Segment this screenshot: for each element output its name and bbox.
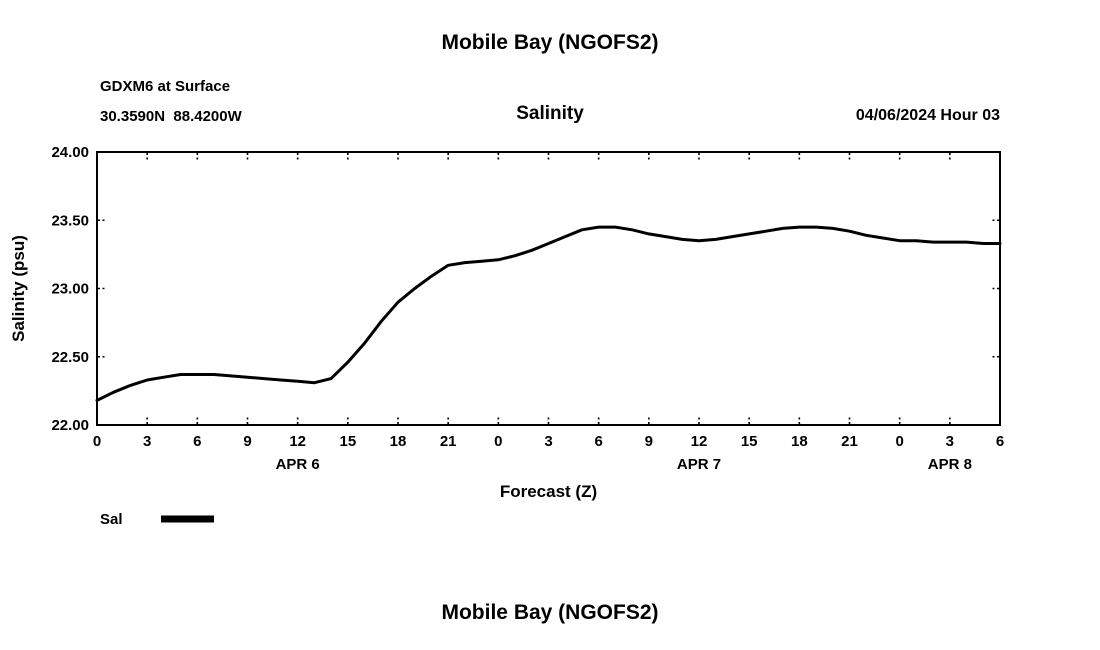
station-label: GDXM6 at Surface: [100, 78, 231, 95]
forecast-run-time: 04/06/2024 Hour 03: [855, 107, 1000, 124]
x-tick-label: 21: [841, 433, 858, 450]
x-tick-label: 18: [791, 433, 808, 450]
x-tick-label: 15: [741, 433, 758, 450]
chart-title: Salinity: [516, 103, 584, 124]
date-label: APR 7: [677, 456, 721, 473]
x-tick-label: 3: [143, 433, 151, 450]
y-tick-label: 22.00: [51, 417, 89, 434]
x-tick-label: 18: [390, 433, 407, 450]
coordinates-label: 30.3590N 88.4200W: [100, 108, 242, 125]
plot-border: [96, 151, 1001, 426]
x-tick-label: 12: [289, 433, 306, 450]
salinity-line: [95, 225, 1002, 402]
y-tick-label: 23.00: [51, 281, 89, 298]
x-tick-label: 12: [691, 433, 708, 450]
x-tick-label: 6: [594, 433, 602, 450]
page-title: Mobile Bay (NGOFS2): [441, 31, 659, 54]
date-label: APR 8: [928, 456, 972, 473]
next-chart-title: Mobile Bay (NGOFS2): [441, 601, 659, 624]
x-tick-label: 3: [544, 433, 552, 450]
y-tick-label: 24.00: [51, 144, 89, 161]
x-tick-label: 15: [339, 433, 356, 450]
y-tick-label: 22.50: [51, 349, 89, 366]
x-tick-label: 6: [193, 433, 201, 450]
date-label: APR 6: [276, 456, 320, 473]
x-tick-label: 0: [93, 433, 101, 450]
x-axis-title: Forecast (Z): [500, 482, 597, 501]
x-tick-label: 3: [946, 433, 954, 450]
y-axis-title: Salinity (psu): [9, 235, 28, 342]
x-tick-label: 21: [440, 433, 457, 450]
salinity-line-chart: 0 3 6 9 12 15 18 21 0 3 6 9 12 15 18 21 0 3 6 22.00 22.50 23.…: [9, 144, 1004, 528]
x-tick-label: 9: [243, 433, 251, 450]
x-tick-label: 0: [895, 433, 903, 450]
x-tick-label: 9: [645, 433, 653, 450]
x-tick-label: 6: [996, 433, 1004, 450]
legend-label: Sal: [100, 511, 123, 528]
y-tick-label: 23.50: [51, 212, 89, 229]
x-tick-label: 0: [494, 433, 502, 450]
